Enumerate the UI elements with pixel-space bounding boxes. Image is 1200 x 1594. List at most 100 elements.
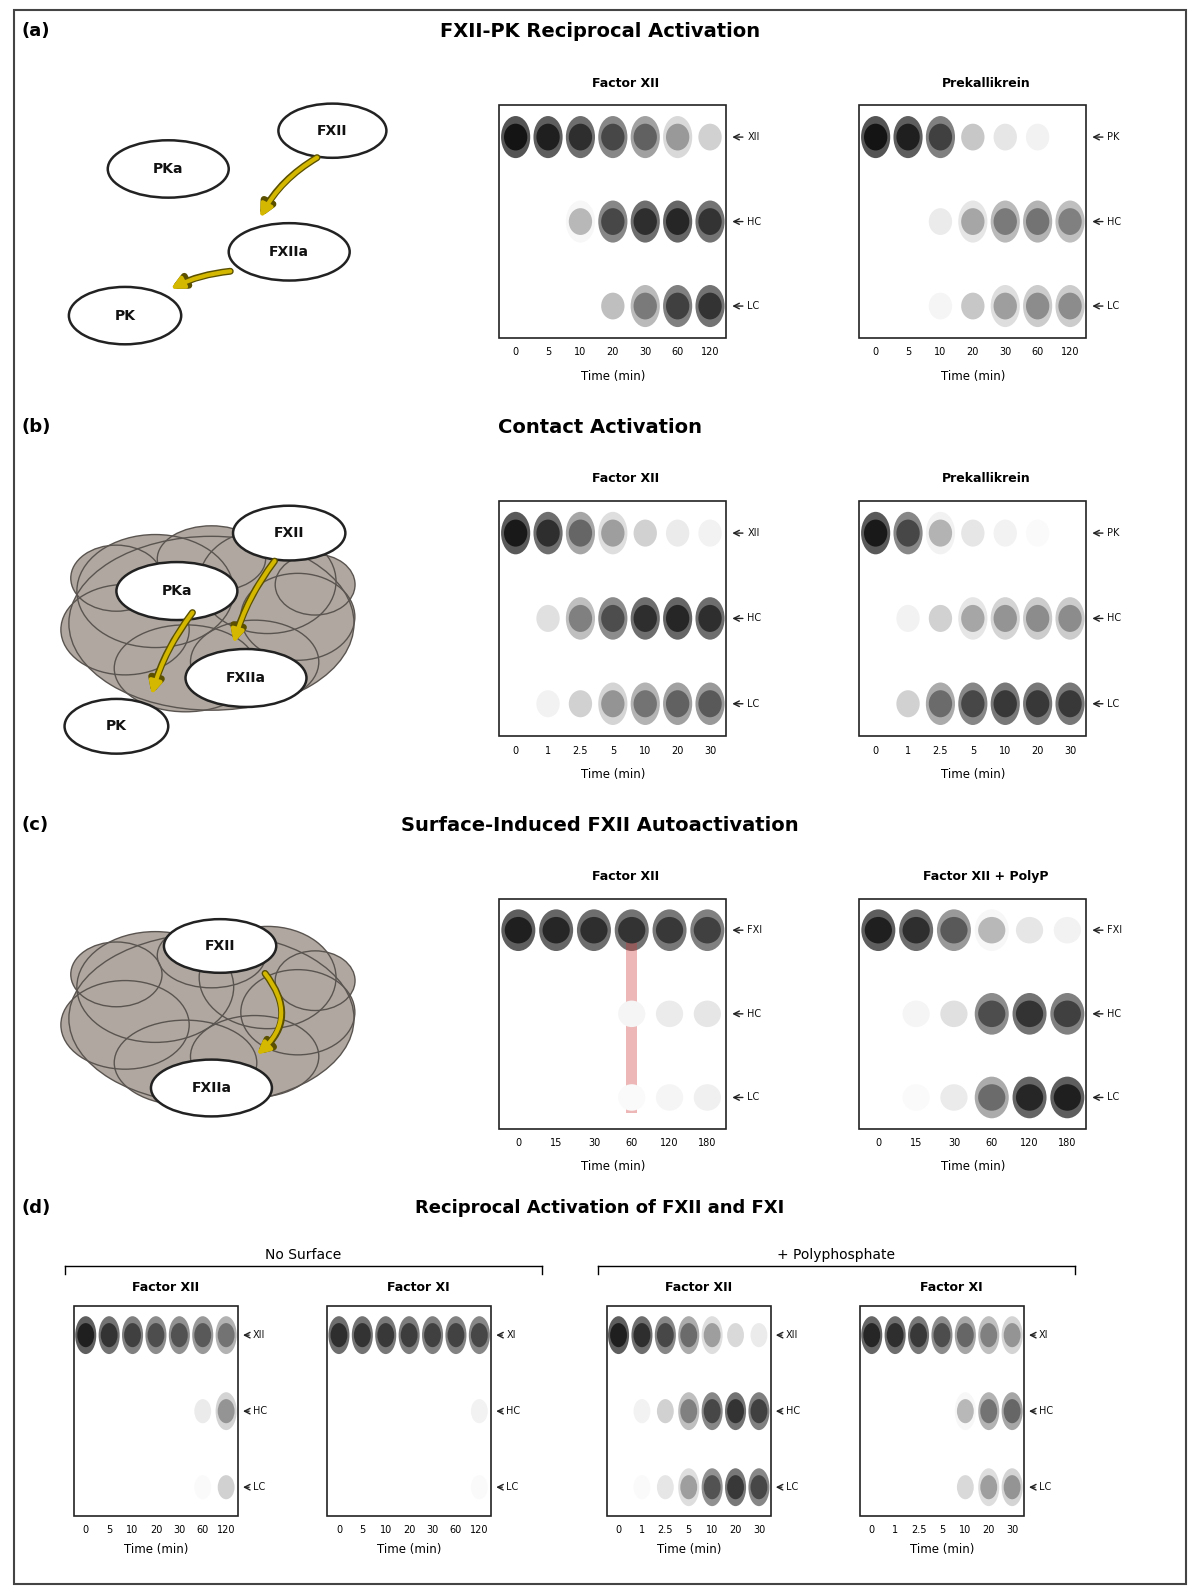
Text: 0: 0 (869, 1524, 875, 1535)
Ellipse shape (978, 1317, 1000, 1353)
Ellipse shape (929, 124, 952, 150)
Text: 5: 5 (545, 347, 551, 357)
Ellipse shape (1056, 682, 1085, 725)
Ellipse shape (978, 1084, 1006, 1111)
Ellipse shape (727, 1323, 744, 1347)
Ellipse shape (884, 1317, 906, 1353)
Ellipse shape (233, 505, 346, 561)
Ellipse shape (864, 520, 887, 547)
Ellipse shape (678, 1392, 700, 1430)
Ellipse shape (696, 116, 725, 158)
Text: Time (min): Time (min) (581, 768, 646, 781)
Ellipse shape (199, 926, 336, 1028)
Text: 10: 10 (706, 1524, 719, 1535)
Ellipse shape (631, 598, 660, 639)
Ellipse shape (680, 1474, 697, 1500)
Ellipse shape (329, 1317, 349, 1353)
Ellipse shape (581, 917, 607, 944)
Ellipse shape (961, 209, 984, 234)
Ellipse shape (1058, 690, 1081, 717)
Ellipse shape (666, 690, 689, 717)
Ellipse shape (959, 598, 988, 639)
Text: 10: 10 (126, 1524, 139, 1535)
Ellipse shape (991, 285, 1020, 327)
Ellipse shape (169, 1317, 190, 1353)
Ellipse shape (749, 1468, 769, 1506)
Text: Factor XII: Factor XII (593, 77, 659, 89)
Text: HC: HC (506, 1406, 521, 1415)
Text: Factor XII + PolyP: Factor XII + PolyP (923, 870, 1049, 883)
Ellipse shape (601, 690, 624, 717)
Ellipse shape (961, 604, 984, 631)
Ellipse shape (1024, 598, 1052, 639)
Ellipse shape (664, 598, 692, 639)
Text: Reciprocal Activation of FXII and FXI: Reciprocal Activation of FXII and FXI (415, 1199, 785, 1216)
Ellipse shape (599, 682, 628, 725)
Text: 1: 1 (892, 1524, 899, 1535)
Text: 5: 5 (905, 347, 911, 357)
Text: 10: 10 (575, 347, 587, 357)
Ellipse shape (702, 1468, 722, 1506)
Text: 30: 30 (173, 1524, 186, 1535)
Ellipse shape (124, 1323, 140, 1347)
Ellipse shape (534, 512, 563, 555)
Ellipse shape (101, 1323, 118, 1347)
Ellipse shape (601, 604, 624, 631)
Text: Factor XII: Factor XII (593, 870, 659, 883)
Ellipse shape (148, 1323, 164, 1347)
Ellipse shape (1054, 1001, 1081, 1027)
Text: Factor XI: Factor XI (388, 1280, 450, 1294)
Ellipse shape (536, 690, 559, 717)
Ellipse shape (330, 1323, 347, 1347)
Ellipse shape (929, 520, 952, 547)
Ellipse shape (978, 1001, 1006, 1027)
Text: LC: LC (1108, 301, 1120, 311)
Text: HC: HC (1108, 1009, 1122, 1019)
Ellipse shape (862, 909, 895, 952)
Ellipse shape (71, 942, 162, 1007)
Ellipse shape (1024, 682, 1052, 725)
Ellipse shape (1024, 285, 1052, 327)
Ellipse shape (377, 1323, 394, 1347)
Text: 1: 1 (638, 1524, 646, 1535)
Text: 15: 15 (910, 1138, 923, 1149)
Ellipse shape (71, 545, 162, 611)
Text: 180: 180 (1058, 1138, 1076, 1149)
Text: HC: HC (1108, 614, 1122, 623)
Ellipse shape (974, 1076, 1009, 1119)
Ellipse shape (727, 1400, 744, 1423)
Ellipse shape (991, 201, 1020, 242)
Text: 2.5: 2.5 (911, 1524, 926, 1535)
Ellipse shape (157, 923, 265, 988)
Ellipse shape (991, 598, 1020, 639)
Ellipse shape (698, 209, 721, 234)
Text: LC: LC (253, 1482, 265, 1492)
Ellipse shape (656, 1323, 673, 1347)
Ellipse shape (664, 201, 692, 242)
Text: LC: LC (786, 1482, 798, 1492)
Ellipse shape (470, 1474, 487, 1500)
Text: XII: XII (748, 132, 760, 142)
Ellipse shape (191, 1015, 319, 1097)
Bar (860, 1307, 1024, 1516)
Ellipse shape (690, 909, 725, 952)
Ellipse shape (534, 116, 563, 158)
Ellipse shape (910, 1323, 926, 1347)
Ellipse shape (664, 116, 692, 158)
Ellipse shape (978, 917, 1006, 944)
Text: 2.5: 2.5 (572, 746, 588, 756)
Ellipse shape (896, 690, 919, 717)
Ellipse shape (216, 1468, 236, 1506)
Text: 5: 5 (359, 1524, 366, 1535)
Ellipse shape (114, 1020, 257, 1105)
Text: 10: 10 (959, 1524, 972, 1535)
Ellipse shape (145, 1317, 167, 1353)
Ellipse shape (961, 690, 984, 717)
Ellipse shape (631, 1317, 653, 1353)
Text: 30: 30 (426, 1524, 439, 1535)
Text: 0: 0 (515, 1138, 522, 1149)
Ellipse shape (631, 201, 660, 242)
Text: 2.5: 2.5 (658, 1524, 673, 1535)
Ellipse shape (610, 1323, 626, 1347)
Text: HC: HC (748, 614, 762, 623)
